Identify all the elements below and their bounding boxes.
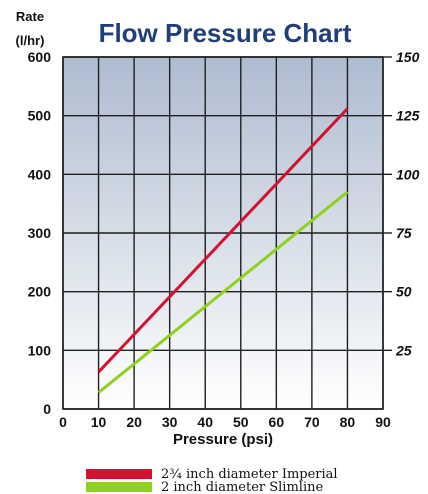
x-tick-label: 20 (126, 414, 142, 430)
y2-tick-label: 50 (396, 284, 412, 300)
y-tick-label: 500 (28, 108, 52, 124)
y-tick-label: 100 (28, 342, 52, 358)
x-tick-label: 70 (304, 414, 320, 430)
y-tick-label: 300 (28, 225, 52, 241)
y2-tick-label: 25 (395, 342, 412, 358)
x-tick-label: 10 (91, 414, 107, 430)
x-tick-label: 0 (59, 414, 67, 430)
x-tick-label: 80 (340, 414, 356, 430)
y-tick-label: 400 (28, 166, 52, 182)
y-tick-label: 200 (28, 284, 52, 300)
y2-tick-label: 100 (396, 166, 420, 182)
x-tick-label: 60 (269, 414, 285, 430)
x-axis-label: Pressure (psi) (173, 431, 273, 448)
y2-tick-label: 75 (396, 225, 412, 241)
legend-label-1: 2 inch diameter Slimline (161, 480, 323, 494)
legend-swatch-1 (86, 482, 152, 492)
chart-title: Flow Pressure Chart (99, 18, 352, 48)
y2-tick-label: 125 (396, 108, 420, 124)
y-tick-label: 600 (28, 49, 52, 65)
y-axis-label-line1: Rate (16, 9, 44, 24)
x-tick-label: 40 (197, 414, 213, 430)
y2-tick-label: 150 (396, 49, 420, 65)
y-axis-label-line2: (l/hr) (16, 33, 45, 48)
legend-swatch-0 (86, 469, 152, 479)
y-tick-label: 0 (43, 401, 51, 417)
x-tick-label: 90 (375, 414, 391, 430)
x-tick-label: 30 (162, 414, 178, 430)
x-tick-label: 50 (233, 414, 249, 430)
